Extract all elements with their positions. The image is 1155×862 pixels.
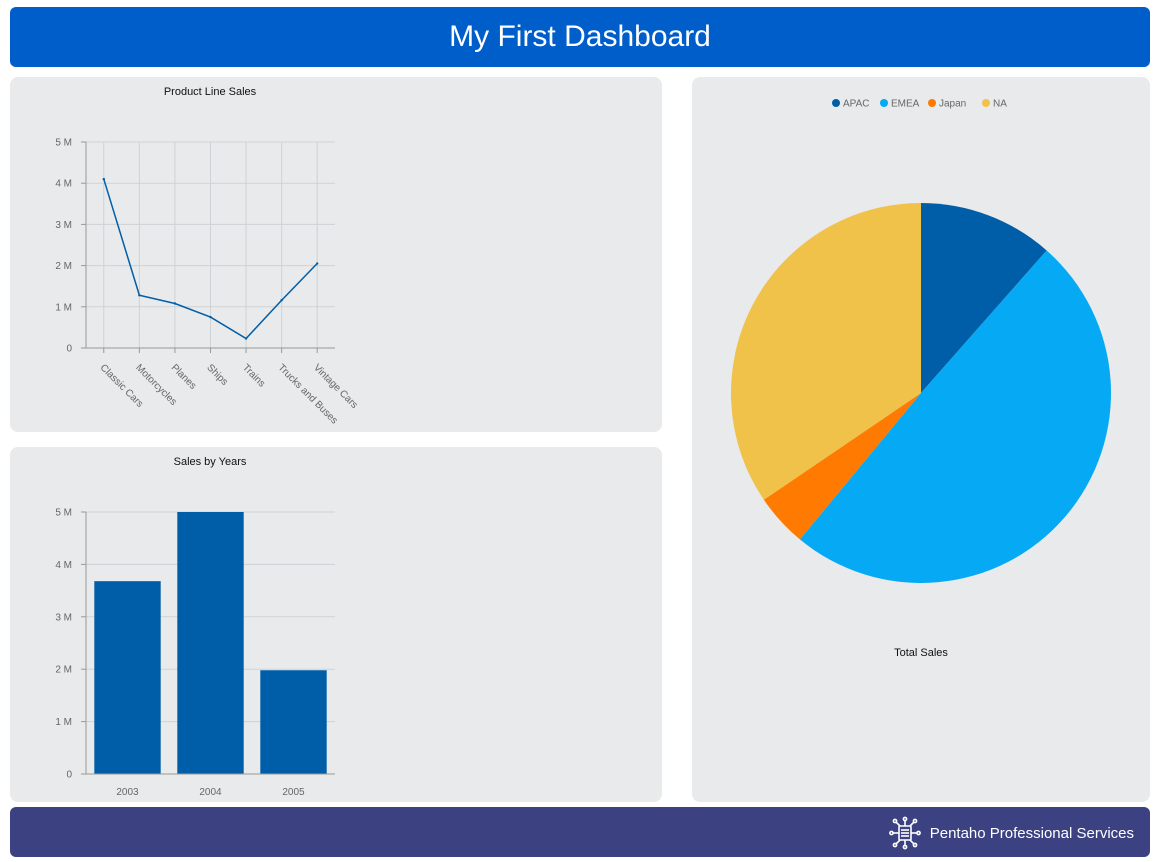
legend-marker [982,99,990,107]
x-tick-label: Planes [169,362,198,391]
x-tick-label: 2005 [282,787,305,798]
pie-slice [763,393,921,540]
legend-label: EMEA [891,99,920,110]
total-sales-panel: APAC EMEA Japan NA Total Sales [692,77,1150,802]
y-tick-label: 1 M [55,302,72,313]
total-sales-chart: APAC EMEA Japan NA Total Sales [731,99,1111,659]
data-point [244,337,248,340]
data-point [102,177,105,181]
data-point [280,299,283,302]
bar [94,581,161,774]
legend-label: Japan [939,99,966,110]
y-tick-label: 2 M [55,665,72,676]
legend-label: NA [993,99,1007,110]
chart-title: Sales by Years [174,456,247,468]
gear-chip-icon [888,816,921,850]
dashboard-header: My First Dashboard [10,7,1150,67]
sales-by-years-chart: Sales by Years 0 1 M 2 M 3 M 4 M 5 M 2003 2004 20… [55,456,335,798]
footer-brand-label: Pentaho Professional Services [929,824,1134,842]
y-tick-label: 3 M [55,220,72,231]
pie-slice [731,203,921,500]
bar [260,670,327,774]
dashboard-footer: Pentaho Professional Services [10,807,1150,857]
x-tick-label: Ships [204,362,229,387]
y-tick-label: 0 [66,344,72,355]
data-point [138,294,141,297]
y-tick-label: 2 M [55,261,72,272]
data-point [316,262,319,265]
x-tick-label: Trains [240,362,267,389]
y-tick-label: 0 [66,770,72,781]
legend-marker [832,99,840,107]
page-title: My First Dashboard [449,20,711,53]
legend-marker [928,99,936,107]
pie-slice [799,250,1111,584]
legend-marker [880,99,888,107]
x-tick-label: 2003 [116,787,139,798]
x-tick-label: Trucks and Buses [276,362,340,426]
footer-brand: Pentaho Professional Services [888,816,1134,850]
data-point [173,302,177,305]
y-tick-label: 5 M [55,138,72,149]
y-tick-label: 3 M [55,612,72,623]
y-tick-label: 1 M [55,717,72,728]
legend-label: APAC [843,99,870,110]
chart-title: Total Sales [894,647,948,659]
pie-slice [921,203,1047,393]
y-tick-label: 4 M [55,560,72,571]
y-tick-label: 5 M [55,508,72,519]
x-tick-label: 2004 [199,787,222,798]
y-tick-label: 4 M [55,179,72,190]
sales-by-years-panel: Sales by Years 0 1 M 2 M 3 M 4 M 5 M 2003 2004 20… [10,447,662,802]
data-point [209,315,212,319]
chart-title: Product Line Sales [164,86,257,98]
bar [177,512,244,774]
